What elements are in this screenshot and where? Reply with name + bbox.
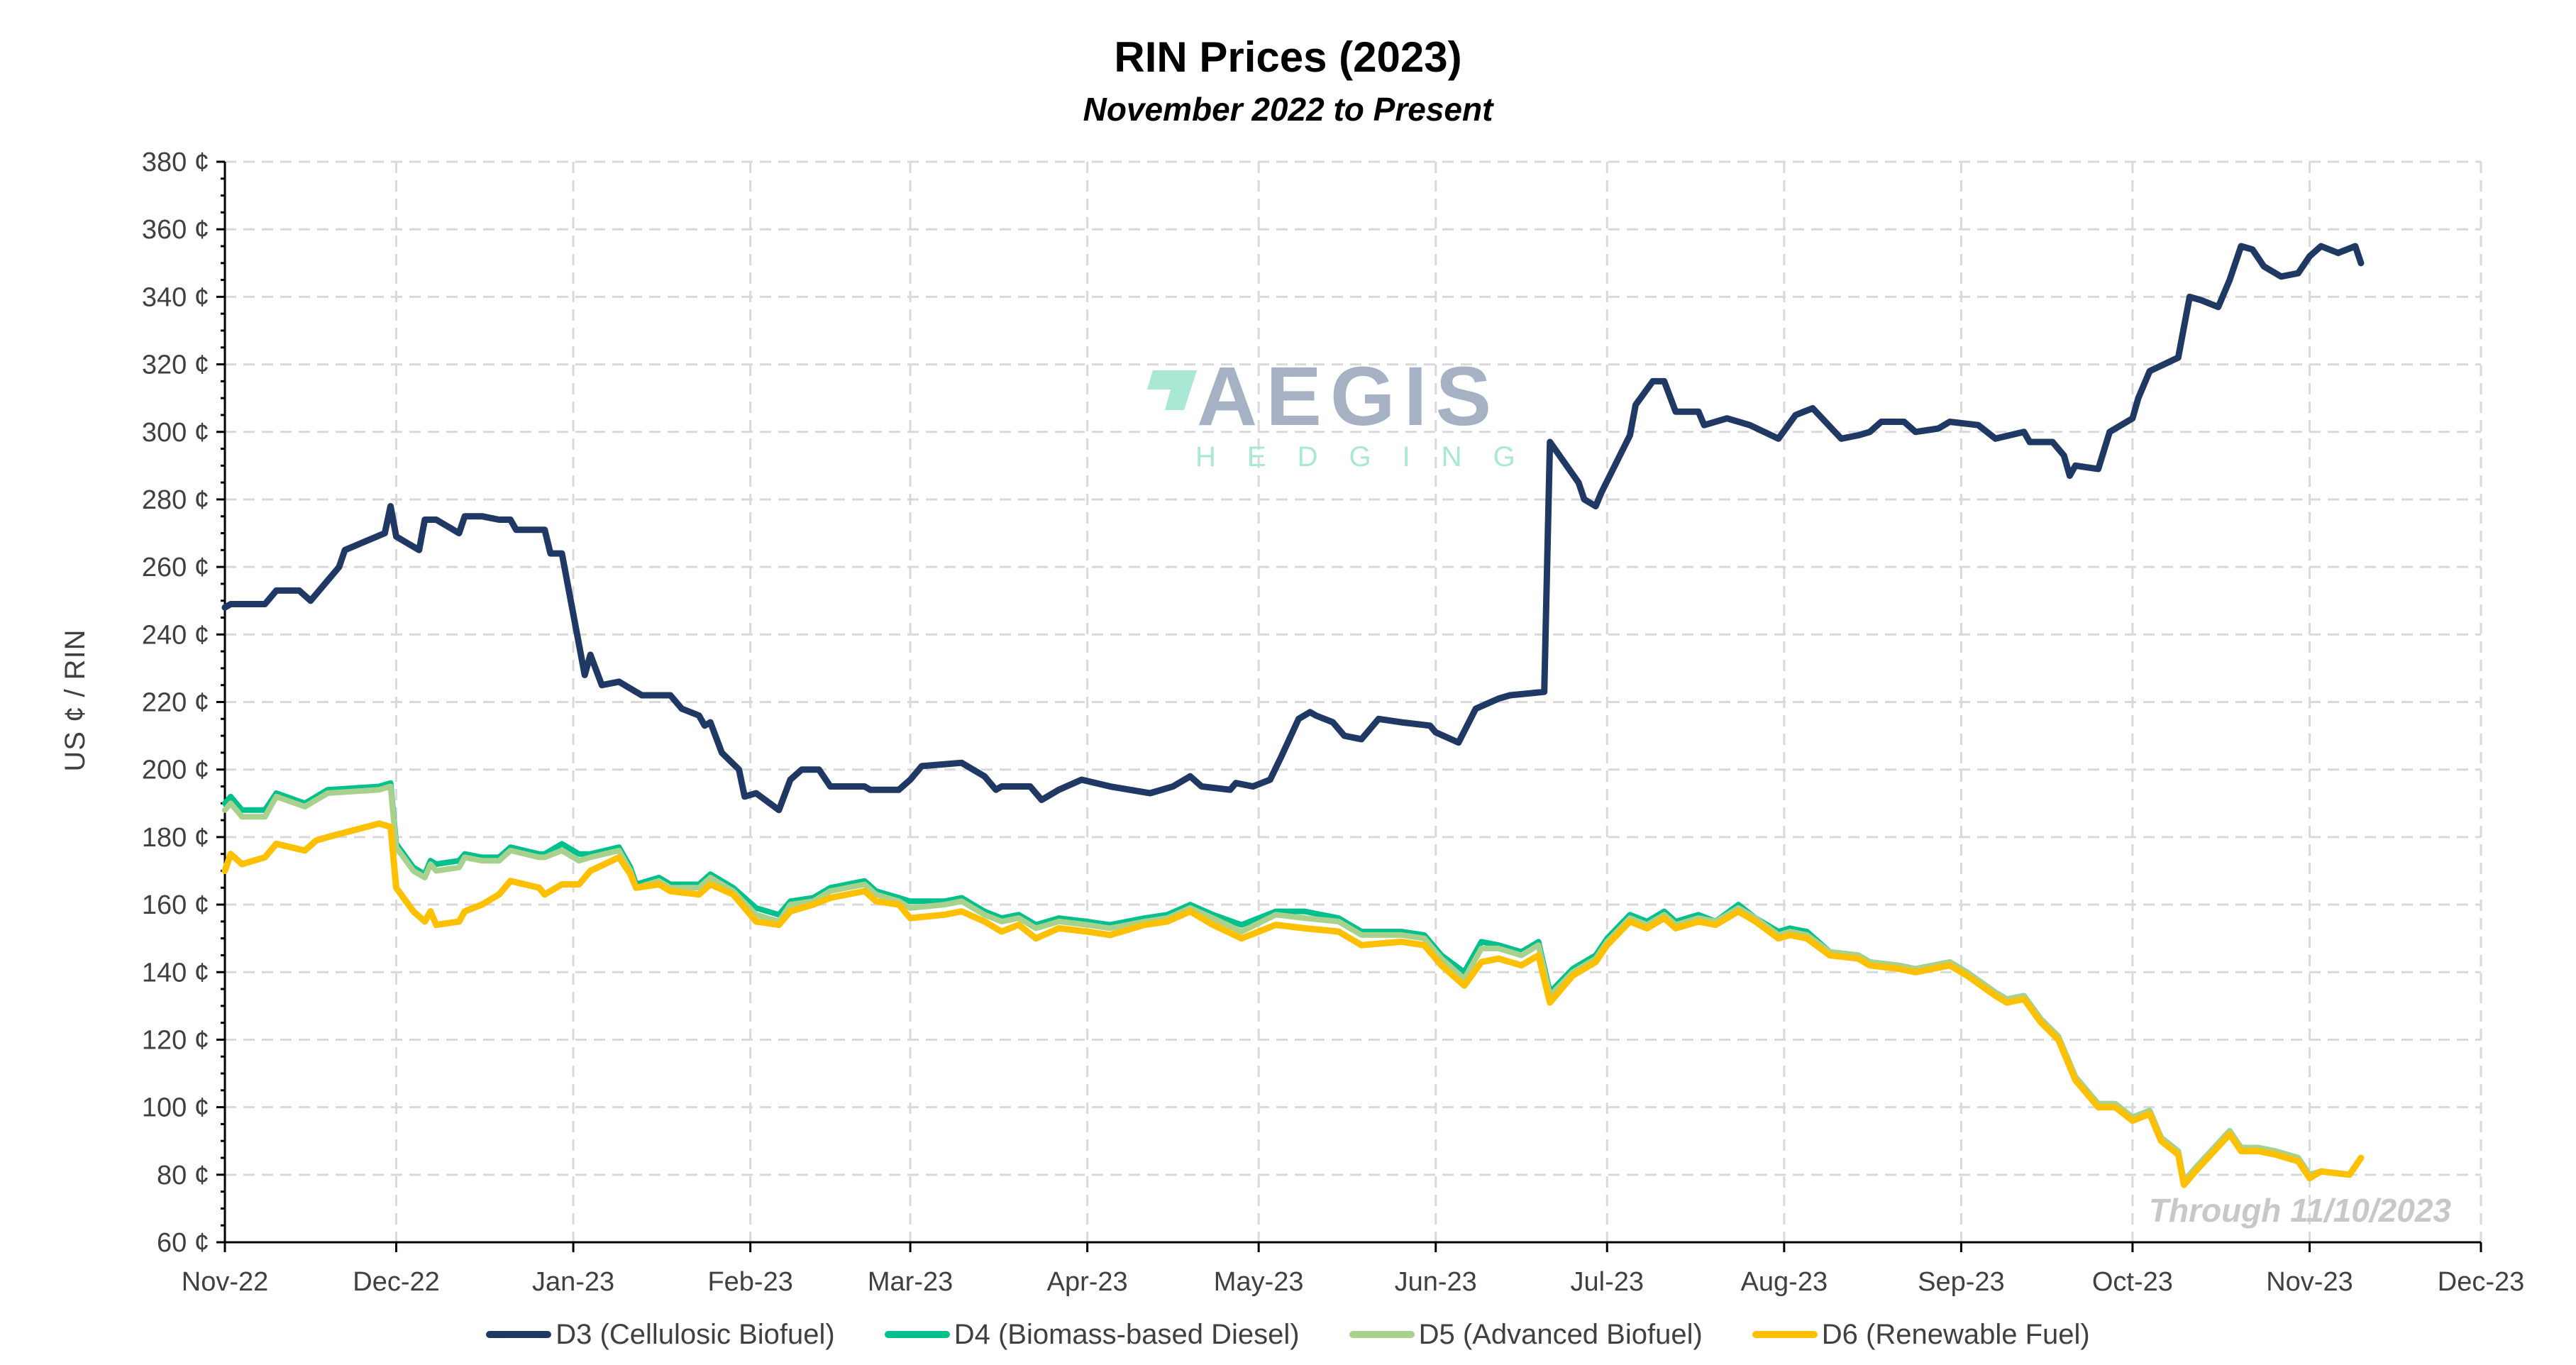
legend-swatch — [884, 1331, 950, 1338]
legend-swatch — [1349, 1331, 1415, 1338]
y-tick-label: 260 ¢ — [142, 553, 209, 582]
x-tick-label: Jan-23 — [532, 1267, 614, 1297]
legend-label: D3 (Cellulosic Biofuel) — [555, 1319, 835, 1350]
legend-item-d6[interactable]: D6 (Renewable Fuel) — [1752, 1318, 2090, 1351]
x-tick-label: Aug-23 — [1741, 1267, 1828, 1297]
axes: 60 ¢ 80 ¢ 100 ¢ 120 ¢ 140 ¢ 160 ¢ 180 ¢ 200 ¢ 22… — [142, 148, 2524, 1297]
y-axis-label: US ¢ / RIN — [60, 629, 91, 772]
legend-label: D6 (Renewable Fuel) — [1821, 1319, 2090, 1350]
x-tick-label: Jul-23 — [1571, 1267, 1644, 1297]
y-tick-label: 360 ¢ — [142, 215, 209, 245]
chart-title: RIN Prices (2023) — [1114, 33, 1462, 81]
x-tick-label: Jun-23 — [1395, 1267, 1477, 1297]
series-line-d6 — [221, 820, 2365, 1188]
x-tick-label: Nov-22 — [182, 1267, 269, 1297]
logo-mark-icon — [1147, 370, 1197, 410]
y-tick-label: 200 ¢ — [142, 756, 209, 785]
logo-text: AEGIS — [1197, 350, 1500, 443]
y-tick-label: 320 ¢ — [142, 350, 209, 380]
series-line-d5 — [222, 783, 2364, 1185]
chart-subtitle: November 2022 to Present — [1083, 91, 1493, 128]
y-tick-label: 60 ¢ — [157, 1228, 209, 1258]
y-tick-label: 300 ¢ — [142, 418, 209, 448]
y-tick-label: 180 ¢ — [142, 823, 209, 853]
y-tick-label: 340 ¢ — [142, 282, 209, 312]
legend-swatch — [486, 1331, 552, 1338]
legend-label: D5 (Advanced Biofuel) — [1418, 1319, 1703, 1350]
logo-subtext: HEDGING — [1195, 441, 1547, 472]
series-line-d4 — [222, 780, 2364, 1185]
legend: D3 (Cellulosic Biofuel) D4 (Biomass-base… — [0, 1318, 2576, 1351]
y-tick-label: 160 ¢ — [142, 890, 209, 920]
aegis-hedging-watermark-logo: AEGIS HEDGING — [1147, 355, 1516, 475]
x-tick-label: Oct-23 — [2092, 1267, 2173, 1297]
legend-swatch — [1752, 1331, 1818, 1338]
x-tick-label: Dec-22 — [353, 1267, 440, 1297]
y-tick-label: 100 ¢ — [142, 1093, 209, 1123]
x-tick-label: May-23 — [1214, 1267, 1304, 1297]
y-tick-label: 140 ¢ — [142, 958, 209, 988]
legend-label: D4 (Biomass-based Diesel) — [953, 1319, 1300, 1350]
y-tick-label: 120 ¢ — [142, 1025, 209, 1055]
y-tick-label: 220 ¢ — [142, 688, 209, 718]
series-lines — [221, 243, 2365, 1188]
y-tick-label: 240 ¢ — [142, 620, 209, 650]
x-tick-label: Nov-23 — [2266, 1267, 2353, 1297]
legend-item-d3[interactable]: D3 (Cellulosic Biofuel) — [486, 1318, 835, 1351]
series-line-d3 — [221, 243, 2365, 814]
x-tick-label: Sep-23 — [1918, 1267, 2005, 1297]
y-tick-label: 280 ¢ — [142, 485, 209, 515]
y-tick-label: 380 ¢ — [142, 148, 209, 177]
through-date-annotation: Through 11/10/2023 — [2148, 1192, 2451, 1229]
gridlines — [225, 160, 2482, 1242]
x-tick-label: Mar-23 — [868, 1267, 953, 1297]
y-tick-label: 80 ¢ — [157, 1161, 209, 1190]
x-tick-label: Apr-23 — [1047, 1267, 1128, 1297]
x-tick-label: Feb-23 — [707, 1267, 792, 1297]
legend-item-d4[interactable]: D4 (Biomass-based Diesel) — [884, 1318, 1300, 1351]
x-tick-label: Dec-23 — [2438, 1267, 2525, 1297]
legend-item-d5[interactable]: D5 (Advanced Biofuel) — [1349, 1318, 1703, 1351]
